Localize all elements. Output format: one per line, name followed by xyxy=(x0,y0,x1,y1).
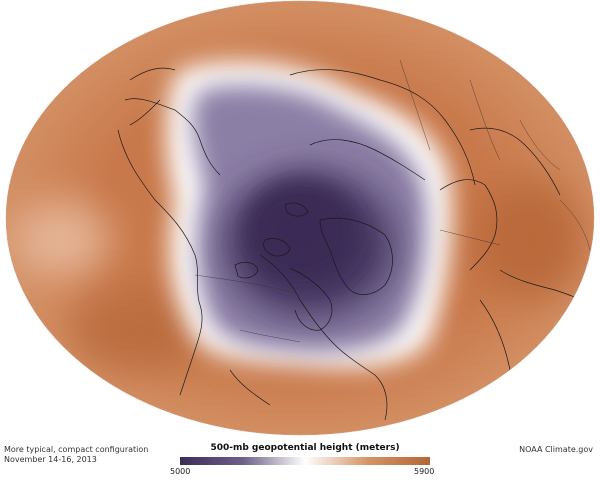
caption-configuration: More typical, compact configuration xyxy=(4,445,149,454)
legend-max-label: 5900 xyxy=(414,467,435,476)
map-caption: More typical, compact configuration Nove… xyxy=(4,445,148,465)
coastlines xyxy=(117,67,594,421)
dark-patch-east xyxy=(475,180,585,300)
map-outline xyxy=(5,0,595,436)
credit-label: NOAA Climate.gov xyxy=(519,445,593,454)
dark-patch-southwest xyxy=(70,290,210,370)
legend-min-label: 5000 xyxy=(170,467,191,476)
country-borders xyxy=(194,59,591,343)
legend-title: 500-mb geopotential height (meters) xyxy=(210,443,400,453)
light-patch-west xyxy=(10,200,110,280)
caption-date: November 14-16, 2013 xyxy=(4,455,97,464)
polar-map xyxy=(5,0,595,436)
low-height-center-inner xyxy=(245,180,355,280)
legend-color-bar xyxy=(180,457,430,465)
